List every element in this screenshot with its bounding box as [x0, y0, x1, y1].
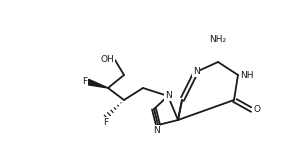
Text: OH: OH	[100, 55, 114, 65]
Text: N: N	[165, 92, 171, 100]
Text: N: N	[153, 126, 159, 135]
Text: N: N	[193, 67, 200, 77]
Polygon shape	[87, 79, 108, 88]
Text: F: F	[104, 118, 109, 127]
Text: NH: NH	[240, 70, 254, 80]
Text: O: O	[254, 105, 261, 115]
Text: NH₂: NH₂	[209, 35, 227, 44]
Text: F: F	[82, 78, 87, 86]
